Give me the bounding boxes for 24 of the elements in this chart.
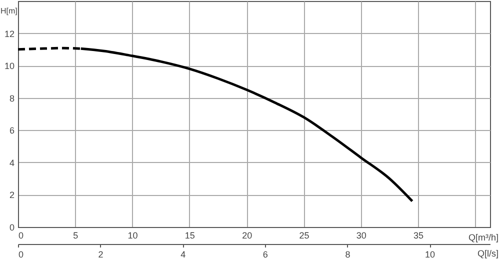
y-tick-label: 10 xyxy=(4,61,14,72)
x-tick-label: 25 xyxy=(299,230,310,240)
y-tick-label: 12 xyxy=(4,28,14,39)
x2-tick-label: 0 xyxy=(18,250,24,260)
x-tick-label: 30 xyxy=(356,230,366,240)
x-tick-label: 20 xyxy=(242,230,252,240)
y-tick-label: 0 xyxy=(9,222,14,232)
x-tick-label: 5 xyxy=(73,230,78,240)
x2-tick-label: 10 xyxy=(425,250,436,260)
x2-tick-label: 4 xyxy=(180,250,186,260)
x2-tick-label: 2 xyxy=(98,250,104,260)
y-tick-label: 2 xyxy=(9,190,14,200)
x-tick-label: 10 xyxy=(128,230,138,240)
x-axis-title: Q[m³/h] xyxy=(468,232,498,242)
x2-tick-label: 6 xyxy=(262,250,268,260)
x-tick-label: 15 xyxy=(184,230,195,240)
y-tick-label: 8 xyxy=(9,93,14,104)
x2-tick-label: 8 xyxy=(345,250,350,260)
y-tick-label: 6 xyxy=(9,126,14,136)
x2-axis-title: Q[l/s] xyxy=(477,248,498,258)
y-axis-title: H[m] xyxy=(0,6,18,16)
x-tick-label: 35 xyxy=(413,230,424,240)
y-tick-label: 4 xyxy=(9,158,14,168)
x-tick-label: 0 xyxy=(18,230,24,240)
